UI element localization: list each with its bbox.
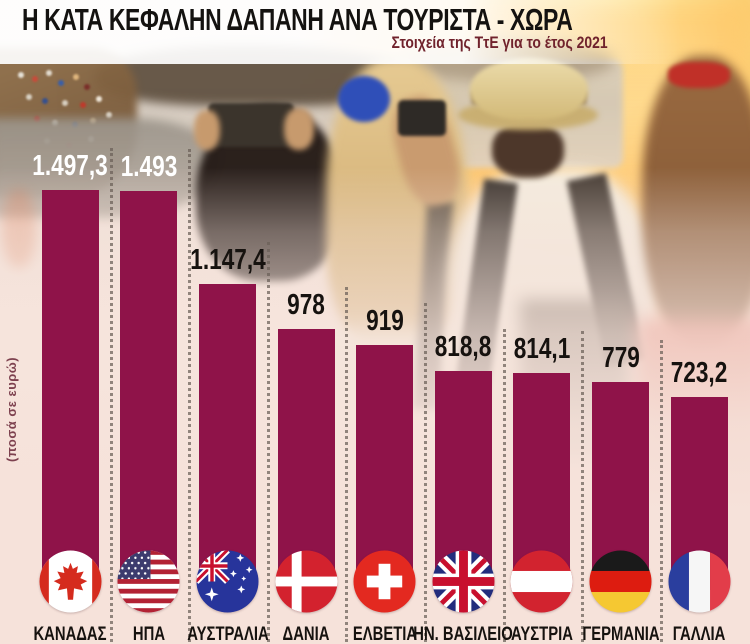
category-label: ΑΥΣΤΡΑΛΙΑ (186, 624, 269, 644)
bar-usa (120, 191, 178, 590)
flag-canada-icon (39, 550, 102, 613)
category-label: ΓΕΡΜΑΝΙΑ (581, 624, 660, 644)
category-label: ΗΠΑ (132, 624, 165, 644)
value-label: 723,2 (670, 356, 728, 389)
flag-switzerland-icon (353, 550, 416, 613)
column-separator (502, 329, 506, 642)
value-label: 1.497,3 (32, 150, 109, 182)
category-label: ΓΑΛΛΙΑ (672, 624, 726, 644)
column-separator (345, 286, 349, 642)
flag-denmark-icon (275, 550, 338, 613)
column-separator (424, 302, 427, 642)
value-label: 1.493 (120, 151, 178, 184)
flag-uk-icon (432, 550, 495, 613)
category-label: ΕΛΒΕΤΙΑ (352, 624, 417, 644)
value-label: 818,8 (434, 331, 492, 364)
value-label: 919 (365, 304, 404, 337)
flag-france-icon (668, 550, 731, 613)
bar-canada (41, 190, 99, 590)
bar-australia (199, 283, 256, 590)
flag-australia-icon (196, 550, 259, 613)
bar-switzerland (356, 344, 414, 590)
column-separator (581, 330, 585, 642)
page-title: Η ΚΑΤΑ ΚΕΦΑΛΗΝ ΔΑΠΑΝΗ ΑΝΑ ΤΟΥΡΙΣΤΑ - ΧΩΡ… (22, 2, 573, 37)
flag-austria-icon (510, 550, 573, 613)
column-separator (659, 339, 663, 642)
category-label: ΚΑΝΑΔΑΣ (33, 624, 107, 644)
value-label: 814,1 (513, 332, 571, 365)
flag-usa-icon (117, 550, 180, 613)
bar-denmark (277, 328, 335, 590)
category-label: ΑΥΣΤΡΙΑ (510, 624, 573, 644)
flag-germany-icon (589, 550, 652, 613)
category-label: ΗΝ. ΒΑΣΙΛΕΙΟ (413, 624, 514, 644)
y-axis-label: (ποσά σε ευρώ) (4, 356, 19, 462)
column-separator (266, 241, 270, 642)
value-label: 978 (287, 288, 325, 321)
value-label: 1.147,4 (189, 243, 266, 276)
chart-subtitle: Στοιχεία της ΤτΕ για το έτος 2021 (391, 33, 608, 52)
value-label: 779 (601, 341, 640, 374)
column-separator (109, 148, 113, 642)
column-separator (188, 149, 192, 642)
title-haze (0, 0, 680, 64)
category-label: ΔΑΝΙΑ (282, 624, 330, 644)
